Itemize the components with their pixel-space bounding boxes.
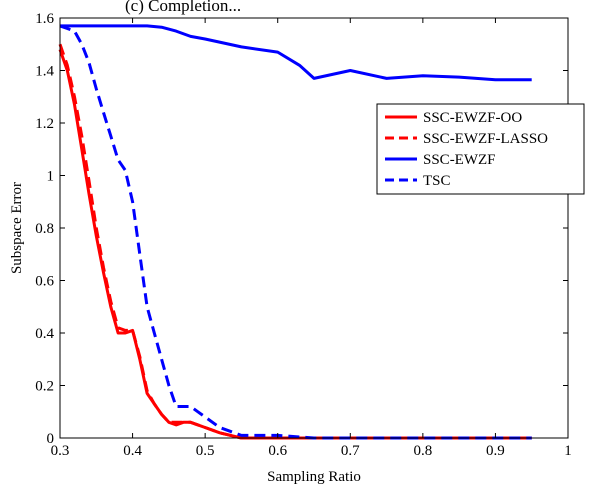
chart-title: (c) Completion... [125,0,241,15]
x-tick-label: 0.8 [413,443,432,459]
x-tick-label: 0.4 [123,443,142,459]
legend-entry-2: SSC-EWZF-LASSO [423,131,548,147]
legend-entry-4: TSC [423,173,451,189]
chart-title-group: (c) Completion... [125,0,241,15]
legend-box [376,103,585,195]
legend-entry-3: SSC-EWZF [423,152,496,168]
y-tick-label: 0.2 [35,379,54,395]
y-tick-label: 1.4 [35,64,54,80]
y-tick-label: 0.4 [35,326,54,342]
x-axis-label: Sampling Ratio [267,469,361,485]
y-tick-label: 0.6 [35,274,54,290]
legend-entry-1: SSC-EWZF-OO [423,110,522,126]
y-tick-label: 0 [47,431,55,447]
series-layer [58,24,532,440]
x-tick-label: 0.7 [341,443,360,459]
y-tick-label: 1.6 [35,11,54,27]
legend-items: SSC-EWZF-OO SSC-EWZF-LASSO SSC-EWZF TSC [385,110,548,189]
x-tick-label: 0.6 [268,443,287,459]
series-line-4 [59,24,532,440]
x-tick-label: 1 [564,443,572,459]
x-tick-label: 0.3 [51,443,70,459]
y-axis-label: Subspace Error [9,182,25,274]
legend: SSC-EWZF-OO SSC-EWZF-LASSO SSC-EWZF TSC [376,103,585,195]
y-tick-label: 1 [47,169,55,185]
axis-ticks: 0.3 0.4 0.5 0.6 0.7 0.8 0.9 1 0 0.2 0.4 0.6 0.8 1 1.2 1… [35,11,572,459]
y-tick-label: 1.2 [35,116,54,132]
y-tick-label: 0.8 [35,221,54,237]
series-line-2 [58,43,532,440]
x-tick-label: 0.9 [486,443,505,459]
series-line-3 [60,24,532,82]
x-tick-label: 0.5 [196,443,215,459]
